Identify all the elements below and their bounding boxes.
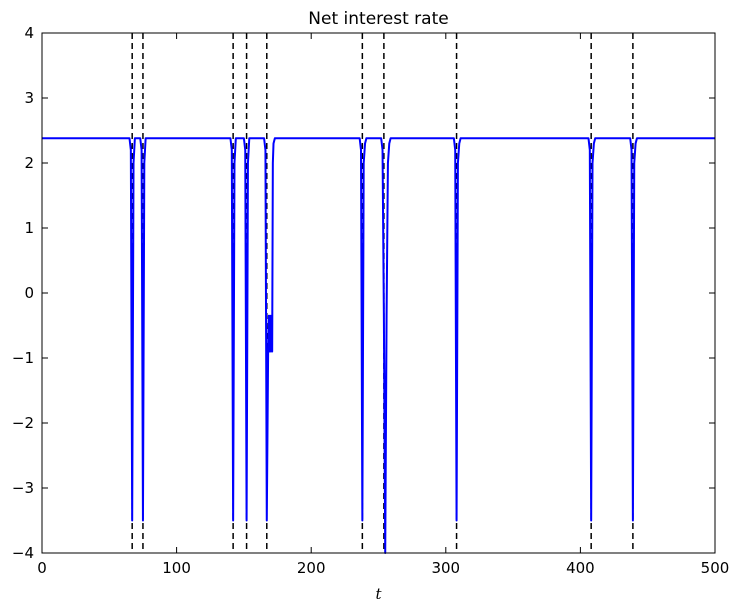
x-axis-label: t [375, 585, 382, 603]
y-tick-label: −2 [12, 414, 34, 432]
x-tick-label: 200 [297, 559, 326, 577]
plot-background [42, 33, 715, 553]
series-line [42, 137, 715, 554]
y-tick-label: 3 [24, 89, 34, 107]
y-tick-label: 4 [24, 24, 34, 42]
ticks: 0 100 200 300 400 500 −4 −3 −2 −1 0 1 2 3 4 [12, 24, 729, 577]
y-tick-label: 0 [24, 284, 34, 302]
x-tick-label: 500 [701, 559, 730, 577]
y-tick-label: −3 [12, 479, 34, 497]
y-tick-label: 2 [24, 154, 34, 172]
y-tick-label: −4 [12, 544, 34, 562]
y-tick-label: 1 [24, 219, 34, 237]
x-tick-label: 100 [162, 559, 191, 577]
chart-title: Net interest rate [308, 9, 448, 29]
plot-area [42, 33, 715, 553]
series-layer [42, 137, 715, 554]
x-tick-label: 0 [37, 559, 47, 577]
x-tick-label: 400 [566, 559, 595, 577]
x-tick-label: 300 [431, 559, 460, 577]
y-tick-label: −1 [12, 349, 34, 367]
